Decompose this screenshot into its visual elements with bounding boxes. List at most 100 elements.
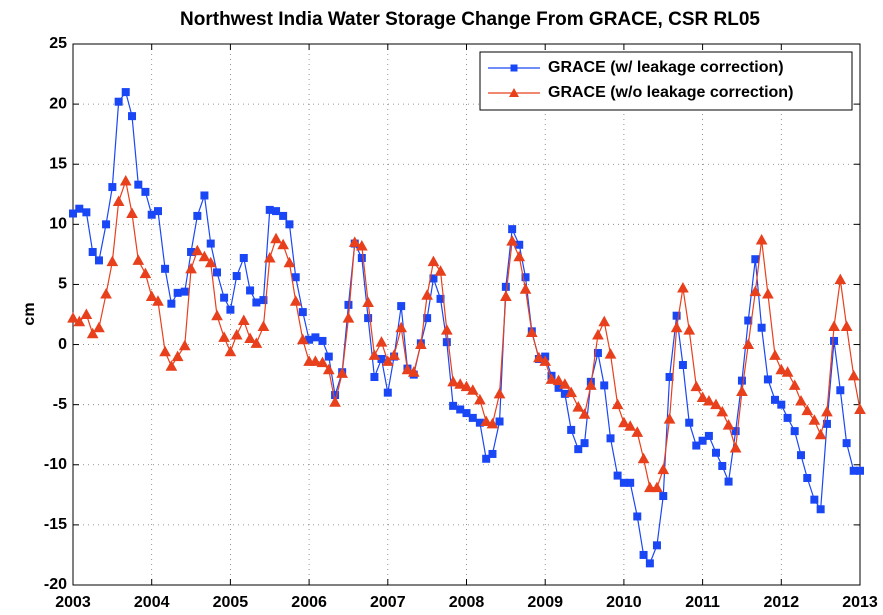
marker — [567, 425, 576, 434]
y-tick-label: -15 — [44, 516, 67, 533]
marker — [178, 339, 191, 351]
marker — [86, 327, 99, 339]
marker — [263, 251, 276, 263]
chart-title: Northwest India Water Storage Change Fro… — [180, 9, 760, 30]
marker — [821, 405, 833, 417]
marker — [659, 492, 668, 501]
y-tick-label: 20 — [49, 95, 67, 112]
marker — [316, 356, 329, 368]
marker — [100, 288, 112, 299]
marker — [460, 380, 473, 392]
marker — [663, 413, 676, 424]
marker — [775, 363, 788, 375]
marker — [69, 209, 77, 218]
marker — [781, 366, 794, 377]
marker — [468, 413, 477, 422]
marker — [145, 290, 158, 301]
marker — [795, 395, 807, 406]
marker — [283, 256, 296, 268]
marker — [200, 191, 209, 200]
marker — [677, 282, 689, 293]
marker — [108, 183, 117, 192]
legend-label: GRACE (w/ leakage correction) — [548, 59, 784, 76]
legend-marker — [510, 64, 518, 72]
marker — [613, 471, 622, 480]
marker — [112, 195, 125, 206]
marker — [482, 454, 491, 463]
marker — [277, 238, 289, 250]
marker — [185, 262, 197, 274]
marker — [370, 373, 379, 382]
marker — [427, 255, 440, 267]
marker — [724, 477, 733, 486]
x-tick-label: 2006 — [291, 594, 327, 611]
marker — [449, 401, 458, 410]
marker — [67, 312, 79, 323]
marker — [578, 408, 591, 419]
marker — [692, 441, 701, 450]
marker — [836, 386, 845, 395]
marker — [757, 323, 766, 332]
marker — [82, 208, 91, 217]
marker — [525, 326, 538, 338]
marker — [311, 333, 320, 342]
marker — [539, 355, 552, 366]
marker — [552, 374, 565, 386]
marker — [788, 379, 801, 390]
x-tick-label: 2010 — [606, 594, 642, 611]
y-tick-label: -5 — [53, 396, 67, 413]
marker — [856, 466, 864, 475]
marker — [803, 474, 812, 483]
marker — [600, 381, 609, 390]
marker — [683, 324, 696, 335]
x-tick-label: 2007 — [370, 594, 406, 611]
marker — [722, 419, 735, 430]
marker — [545, 373, 558, 384]
marker — [796, 451, 805, 460]
marker — [211, 309, 223, 321]
marker — [106, 255, 119, 267]
marker — [226, 305, 235, 314]
marker — [259, 296, 268, 305]
marker — [665, 373, 674, 382]
marker — [139, 267, 152, 279]
marker — [718, 461, 727, 470]
marker — [447, 375, 459, 387]
marker — [119, 175, 132, 186]
marker — [401, 363, 414, 375]
marker — [128, 112, 137, 121]
marker — [279, 211, 288, 220]
marker — [132, 254, 145, 265]
marker — [639, 550, 648, 559]
marker — [604, 348, 617, 359]
marker — [737, 376, 746, 385]
marker — [501, 282, 510, 291]
y-tick-label: 0 — [58, 336, 67, 353]
y-tick-label: 5 — [58, 276, 67, 293]
marker — [742, 338, 755, 350]
marker — [618, 416, 630, 428]
marker — [637, 452, 650, 464]
legend-marker — [509, 88, 519, 97]
marker — [808, 414, 821, 425]
marker — [324, 352, 333, 361]
marker — [466, 384, 479, 395]
marker — [344, 300, 353, 309]
marker — [381, 355, 394, 366]
marker — [75, 204, 84, 213]
marker — [270, 232, 282, 244]
marker — [652, 541, 661, 550]
marker — [239, 253, 248, 262]
marker — [298, 308, 307, 317]
marker — [565, 386, 578, 398]
marker — [246, 286, 255, 295]
marker — [397, 302, 406, 311]
marker — [204, 256, 217, 268]
marker — [598, 315, 611, 327]
marker — [289, 295, 302, 306]
marker — [633, 512, 642, 521]
marker — [421, 289, 433, 300]
y-tick-label: 10 — [49, 216, 67, 233]
marker — [152, 295, 164, 306]
